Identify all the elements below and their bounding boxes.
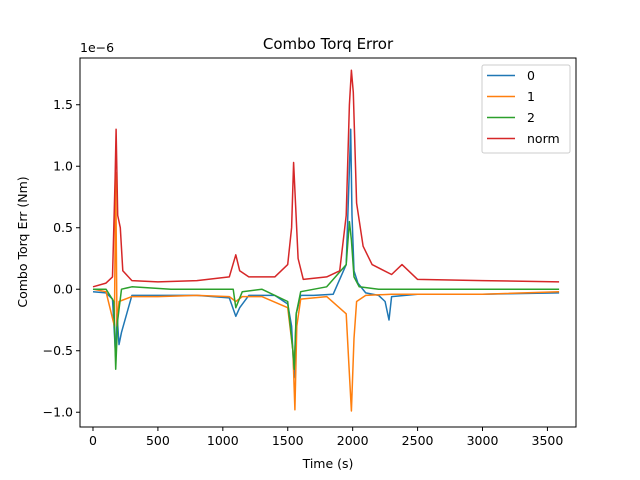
legend-box (481, 64, 571, 154)
y-tick-label: 0.0 (53, 282, 73, 297)
chart-title: Combo Torq Error (263, 35, 394, 53)
plot-frame (79, 57, 577, 428)
y-tick-label: 1.5 (53, 97, 73, 112)
y-axis-title: Combo Torq Err (Nm) (15, 176, 30, 307)
series-layer (92, 69, 560, 412)
legend: 0 1 2 norm (481, 64, 571, 154)
x-tick-label: 0 (89, 433, 97, 448)
x-tick-label: 2000 (337, 433, 369, 448)
y-tick-label: 1.0 (53, 159, 73, 174)
legend-label-norm: norm (527, 131, 560, 146)
y-axis-offset-label: 1e−6 (80, 40, 114, 55)
x-tick-label: 1500 (272, 433, 304, 448)
legend-label-0: 0 (527, 68, 535, 83)
x-tick-label: 3000 (467, 433, 499, 448)
series-line-norm (92, 69, 560, 288)
y-axis: −1.0 −0.5 0.0 0.5 1.0 1.5 (43, 97, 80, 420)
x-axis: 0 500 1000 1500 2000 2500 3000 3500 (89, 427, 563, 448)
x-tick-label: 2500 (402, 433, 434, 448)
legend-label-2: 2 (527, 110, 535, 125)
legend-label-1: 1 (527, 89, 535, 104)
x-tick-label: 3500 (532, 433, 564, 448)
x-axis-title: Time (s) (302, 456, 354, 471)
y-tick-label: −0.5 (43, 343, 73, 358)
series-line-2 (93, 220, 560, 370)
y-tick-label: 0.5 (53, 220, 73, 235)
x-tick-label: 500 (146, 433, 170, 448)
y-tick-label: −1.0 (43, 405, 73, 420)
x-tick-label: 1000 (207, 433, 239, 448)
